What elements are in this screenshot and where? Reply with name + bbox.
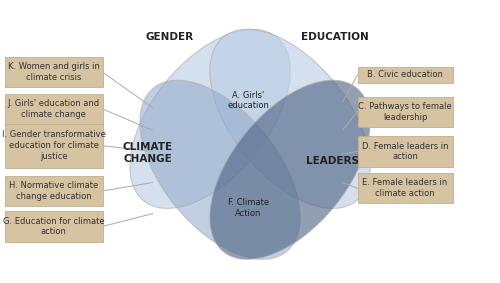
FancyBboxPatch shape	[5, 211, 102, 242]
Text: J. Girls' education and
climate change: J. Girls' education and climate change	[8, 99, 100, 119]
Text: EDUCATION: EDUCATION	[301, 32, 369, 42]
Text: F. Climate
Action: F. Climate Action	[228, 198, 269, 218]
Ellipse shape	[210, 29, 370, 208]
Text: G. Education for climate
action: G. Education for climate action	[3, 216, 104, 236]
Text: H. Normative climate
change education: H. Normative climate change education	[9, 181, 99, 201]
Text: CLIMATE
CHANGE: CLIMATE CHANGE	[122, 142, 172, 164]
Text: K. Women and girls in
climate crisis: K. Women and girls in climate crisis	[8, 62, 100, 82]
FancyBboxPatch shape	[358, 67, 452, 83]
Ellipse shape	[130, 29, 290, 208]
Ellipse shape	[210, 80, 370, 259]
Text: D. Female leaders in
action: D. Female leaders in action	[362, 142, 448, 161]
FancyBboxPatch shape	[5, 124, 102, 168]
FancyBboxPatch shape	[358, 97, 452, 127]
Text: A. Girls'
education: A. Girls' education	[228, 91, 270, 110]
FancyBboxPatch shape	[5, 94, 102, 124]
Text: E. Female leaders in
climate action: E. Female leaders in climate action	[362, 178, 448, 198]
Ellipse shape	[140, 80, 300, 259]
Text: LEADERSHIP: LEADERSHIP	[306, 156, 379, 166]
FancyBboxPatch shape	[5, 176, 102, 206]
Text: C. Pathways to female
leadership: C. Pathways to female leadership	[358, 102, 452, 122]
Text: I. Gender transformative
education for climate
justice: I. Gender transformative education for c…	[2, 130, 106, 161]
FancyBboxPatch shape	[358, 136, 452, 167]
Text: B. Civic education: B. Civic education	[367, 70, 443, 80]
FancyBboxPatch shape	[358, 173, 452, 203]
FancyBboxPatch shape	[5, 57, 102, 87]
Text: GENDER: GENDER	[146, 32, 194, 42]
